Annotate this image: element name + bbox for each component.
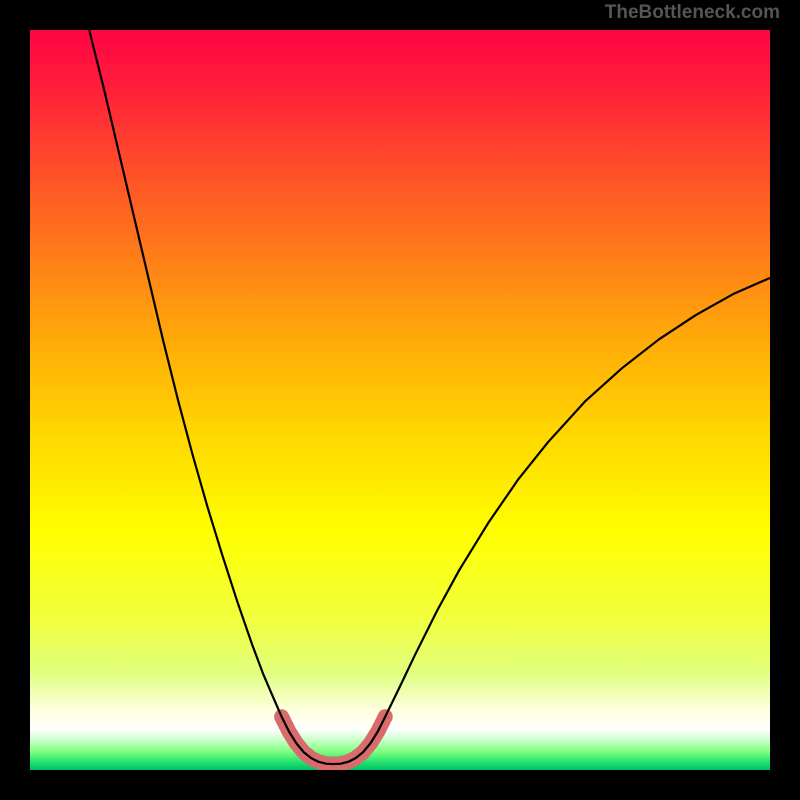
- plot-area: [30, 30, 770, 770]
- bottleneck-curve: [89, 30, 770, 764]
- chart-svg: [30, 30, 770, 770]
- watermark-text: TheBottleneck.com: [605, 2, 780, 24]
- highlight-segment: [282, 717, 386, 764]
